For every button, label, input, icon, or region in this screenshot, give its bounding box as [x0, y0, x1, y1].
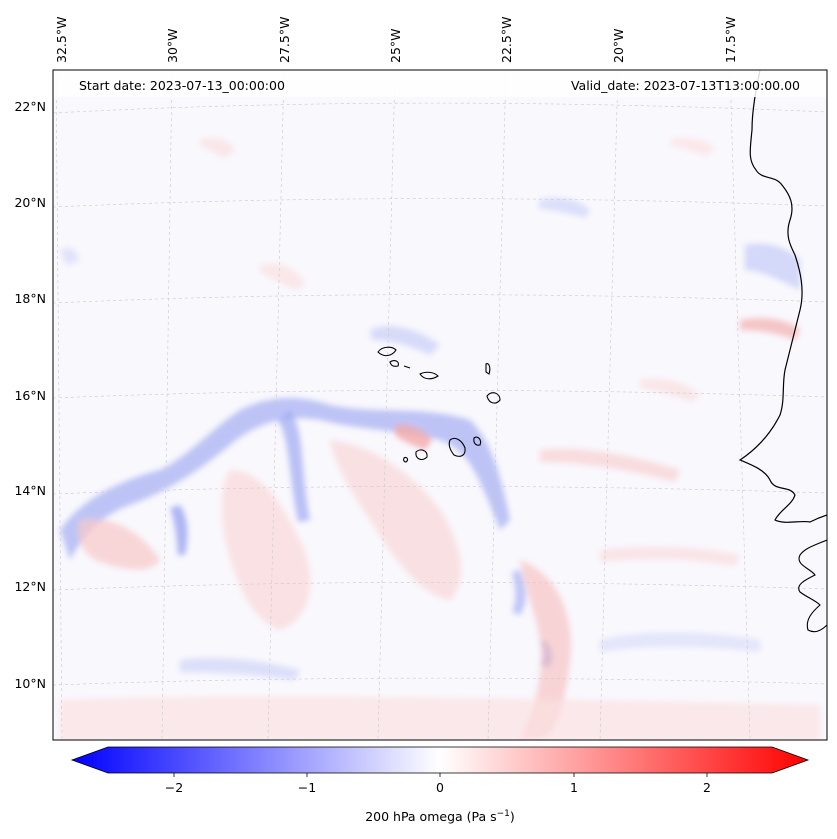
colorbar-tick-label: −1 [298, 780, 316, 795]
colorbar-bar [70, 746, 810, 774]
africa-coastline [738, 70, 827, 523]
lat-tick-label: 12°N [14, 579, 46, 594]
colorbar-tick-label: −2 [165, 780, 183, 795]
colorbar-tick-label: 2 [703, 780, 711, 795]
lon-tick-label: 22.5°W [499, 17, 514, 63]
lat-tick-label: 18°N [14, 291, 46, 306]
cape-verde-islands [377, 346, 501, 463]
colorbar-tick-label: 0 [436, 780, 444, 795]
lat-tick-label: 10°N [14, 676, 46, 691]
lon-tick-label: 17.5°W [723, 17, 738, 63]
lon-tick-label: 30°W [165, 28, 180, 63]
gridlines [53, 70, 827, 740]
longitude-tick-labels: 32.5°W 30°W 27.5°W 25°W 22.5°W 20°W 17.5… [54, 17, 738, 63]
start-date-label: Start date: 2023-07-13_00:00:00 [79, 78, 285, 93]
valid-date-label: Valid_date: 2023-07-13T13:00:00.00 [571, 78, 800, 93]
colorbar-label: 200 hPa omega (Pa s−1) [365, 809, 515, 824]
colorbar-tick-label: 1 [570, 780, 578, 795]
map-panel [53, 70, 827, 740]
lon-tick-label: 20°W [611, 28, 626, 63]
lon-tick-label: 32.5°W [54, 17, 69, 63]
lat-tick-label: 16°N [14, 388, 46, 403]
lat-tick-label: 14°N [14, 483, 46, 498]
lon-tick-label: 27.5°W [277, 17, 292, 63]
colorbar: −2 −1 0 1 2 200 hPa omega (Pa s−1) [70, 746, 810, 824]
map-border [52, 69, 828, 741]
latitude-tick-labels: 22°N 20°N 18°N 16°N 14°N 12°N 10°N [14, 99, 46, 691]
africa-coastline-south [798, 539, 827, 633]
omega-field [60, 138, 820, 740]
lon-tick-label: 25°W [388, 28, 403, 63]
lat-tick-label: 22°N [14, 99, 46, 114]
lat-tick-label: 20°N [14, 195, 46, 210]
